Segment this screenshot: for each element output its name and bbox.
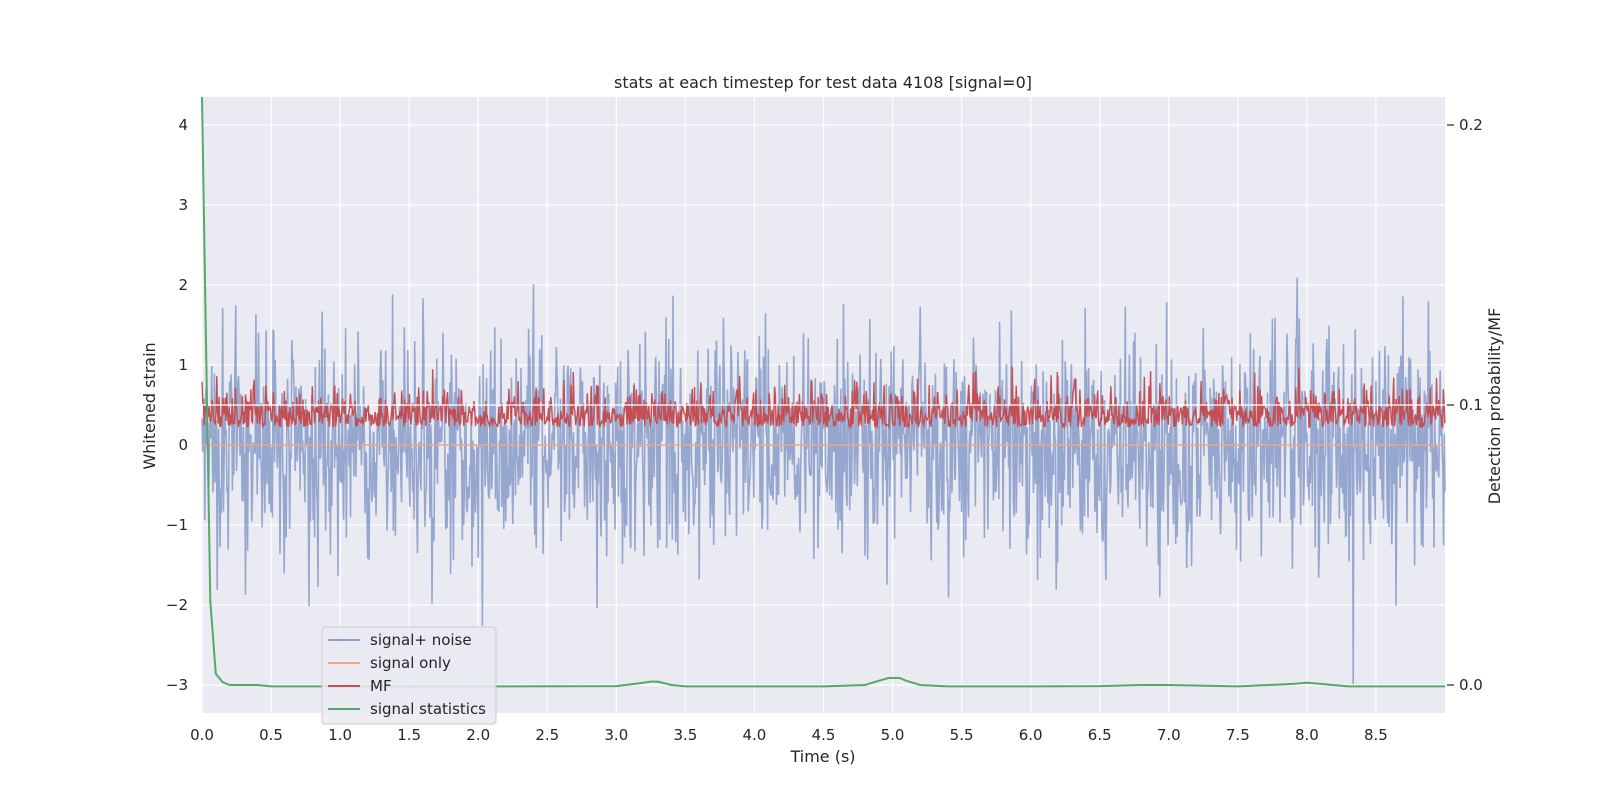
y-axis-label: Whitened strain (140, 342, 159, 469)
legend-label-mf: MF (370, 677, 392, 695)
y-tick-label: 4 (178, 116, 188, 134)
x-tick-label: 7.0 (1157, 726, 1181, 744)
legend-label-signal-only: signal only (370, 654, 451, 672)
y-tick-label: 2 (178, 276, 188, 294)
legend-label-signal-statistics: signal statistics (370, 700, 486, 718)
y2-tick-label: 0.0 (1459, 676, 1483, 694)
x-tick-label: 7.5 (1226, 726, 1250, 744)
legend-label-signal-noise: signal+ noise (370, 631, 472, 649)
signal-noise-line (201, 277, 1446, 685)
x-axis-label: Time (s) (789, 747, 855, 766)
x-axis-ticks: 0.0 0.5 1.0 1.5 2.0 2.5 3.0 3.5 4.0 4.5 5.0 5.5 6.0 6… (190, 726, 1388, 744)
x-tick-label: 6.5 (1088, 726, 1112, 744)
series-mf (201, 366, 1446, 431)
y-tick-label: −2 (166, 596, 188, 614)
y2-axis-ticks: 0.2 0.1 0.0 (1447, 116, 1483, 694)
series-signal-noise (201, 277, 1446, 685)
y-tick-label: 1 (178, 356, 188, 374)
x-tick-label: 4.5 (812, 726, 836, 744)
y-tick-label: −3 (166, 676, 188, 694)
x-tick-label: 3.5 (673, 726, 697, 744)
legend-box (321, 626, 497, 725)
x-tick-label: 6.0 (1019, 726, 1043, 744)
mf-line (201, 366, 1446, 431)
x-tick-label: 8.5 (1364, 726, 1388, 744)
series-signal-statistics (201, 96, 1445, 688)
y2-tick-label: 0.2 (1459, 116, 1483, 134)
x-tick-label: 1.5 (397, 726, 421, 744)
legend: signal+ noise signal only MF signal stat… (321, 626, 497, 725)
x-tick-label: 8.0 (1295, 726, 1319, 744)
y-tick-label: −1 (166, 516, 188, 534)
y2-axis-label: Detection probability/MF (1485, 308, 1504, 505)
x-tick-label: 3.0 (604, 726, 628, 744)
x-tick-label: 4.0 (743, 726, 767, 744)
x-tick-label: 2.5 (535, 726, 559, 744)
y-tick-label: 0 (178, 436, 188, 454)
y-axis-ticks: 4 3 2 1 0 −1 −2 −3 (166, 116, 188, 694)
x-tick-label: 2.0 (466, 726, 490, 744)
y2-tick-label: 0.1 (1459, 396, 1483, 414)
x-tick-label: 0.5 (259, 726, 283, 744)
x-tick-label: 5.0 (881, 726, 905, 744)
x-tick-label: 5.5 (950, 726, 974, 744)
signal-statistics-line (201, 96, 1445, 688)
x-tick-label: 0.0 (190, 726, 214, 744)
chart-title: stats at each timestep for test data 410… (614, 73, 1032, 92)
plot-area (201, 96, 1446, 688)
y-tick-label: 3 (178, 196, 188, 214)
x-tick-label: 1.0 (328, 726, 352, 744)
